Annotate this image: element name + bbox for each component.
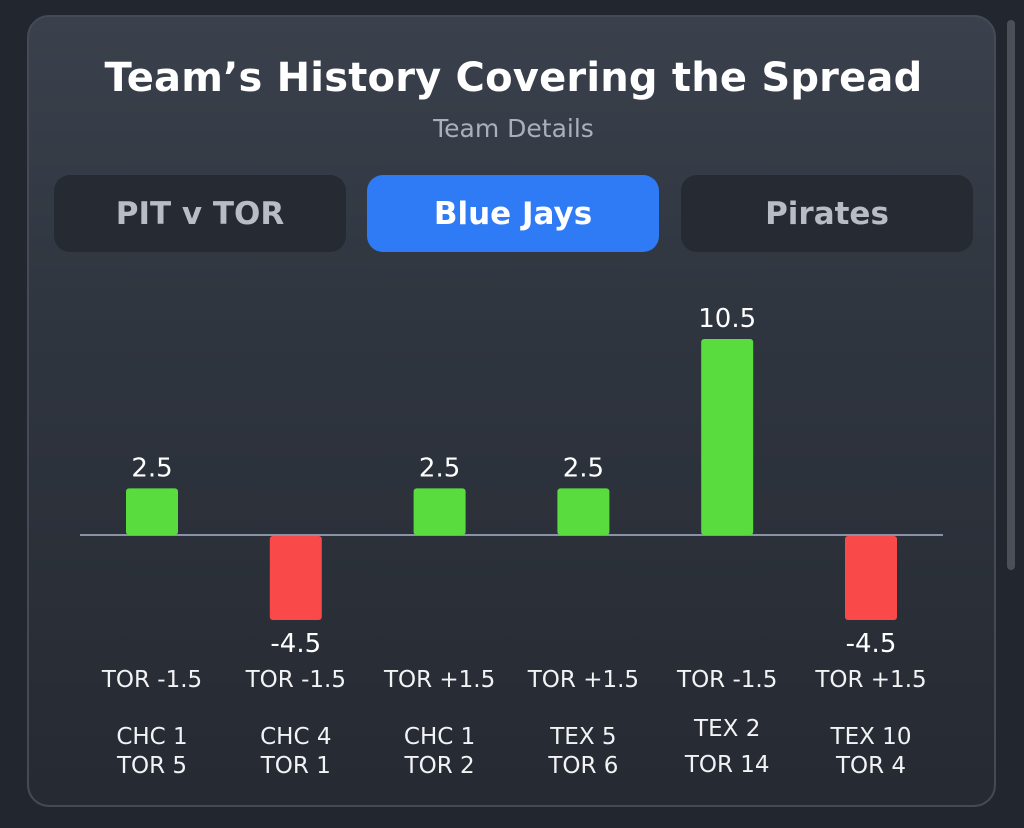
category-label-1: TOR -1.5 [245, 667, 346, 693]
category-label-3: TOR +1.5 [527, 667, 639, 693]
value-label-1: -4.5 [270, 629, 321, 659]
scrollbar[interactable] [1007, 20, 1015, 570]
chart-card: Team’s History Covering the Spread Team … [27, 15, 996, 807]
score-home-2: TOR 2 [404, 753, 475, 779]
score-away-4: TEX 2 [693, 716, 760, 742]
score-home-3: TOR 6 [547, 753, 618, 779]
category-label-2: TOR +1.5 [383, 667, 495, 693]
tab-pit-v-tor[interactable]: PIT v TOR [54, 175, 346, 252]
card-title: Team’s History Covering the Spread [104, 55, 923, 101]
score-home-4: TOR 14 [684, 752, 770, 778]
score-away-2: CHC 1 [404, 724, 475, 750]
category-label-4: TOR -1.5 [676, 667, 777, 693]
tab-pirates[interactable]: Pirates [681, 175, 973, 252]
value-label-3: 2.5 [563, 453, 604, 483]
bar-1 [269, 536, 322, 621]
score-home-0: TOR 5 [116, 753, 187, 779]
bar-5 [845, 536, 897, 621]
category-label-5: TOR +1.5 [814, 667, 926, 693]
category-label-0: TOR -1.5 [101, 667, 202, 693]
bar-2 [413, 488, 466, 535]
card-subtitle: Team Details [433, 114, 594, 143]
value-label-5: -4.5 [846, 629, 897, 659]
score-home-1: TOR 1 [260, 753, 331, 779]
score-away-1: CHC 4 [260, 724, 331, 750]
score-away-0: CHC 1 [116, 724, 187, 750]
bar-3 [557, 488, 610, 535]
score-away-5: TEX 10 [830, 724, 912, 750]
value-label-4: 10.5 [698, 304, 756, 334]
bar-0 [126, 488, 178, 535]
score-home-5: TOR 4 [835, 753, 906, 779]
value-label-0: 2.5 [131, 453, 172, 483]
value-label-2: 2.5 [419, 453, 460, 483]
score-away-3: TEX 5 [549, 724, 616, 750]
bar-4 [701, 338, 754, 535]
tab-blue-jays[interactable]: Blue Jays [367, 175, 659, 252]
